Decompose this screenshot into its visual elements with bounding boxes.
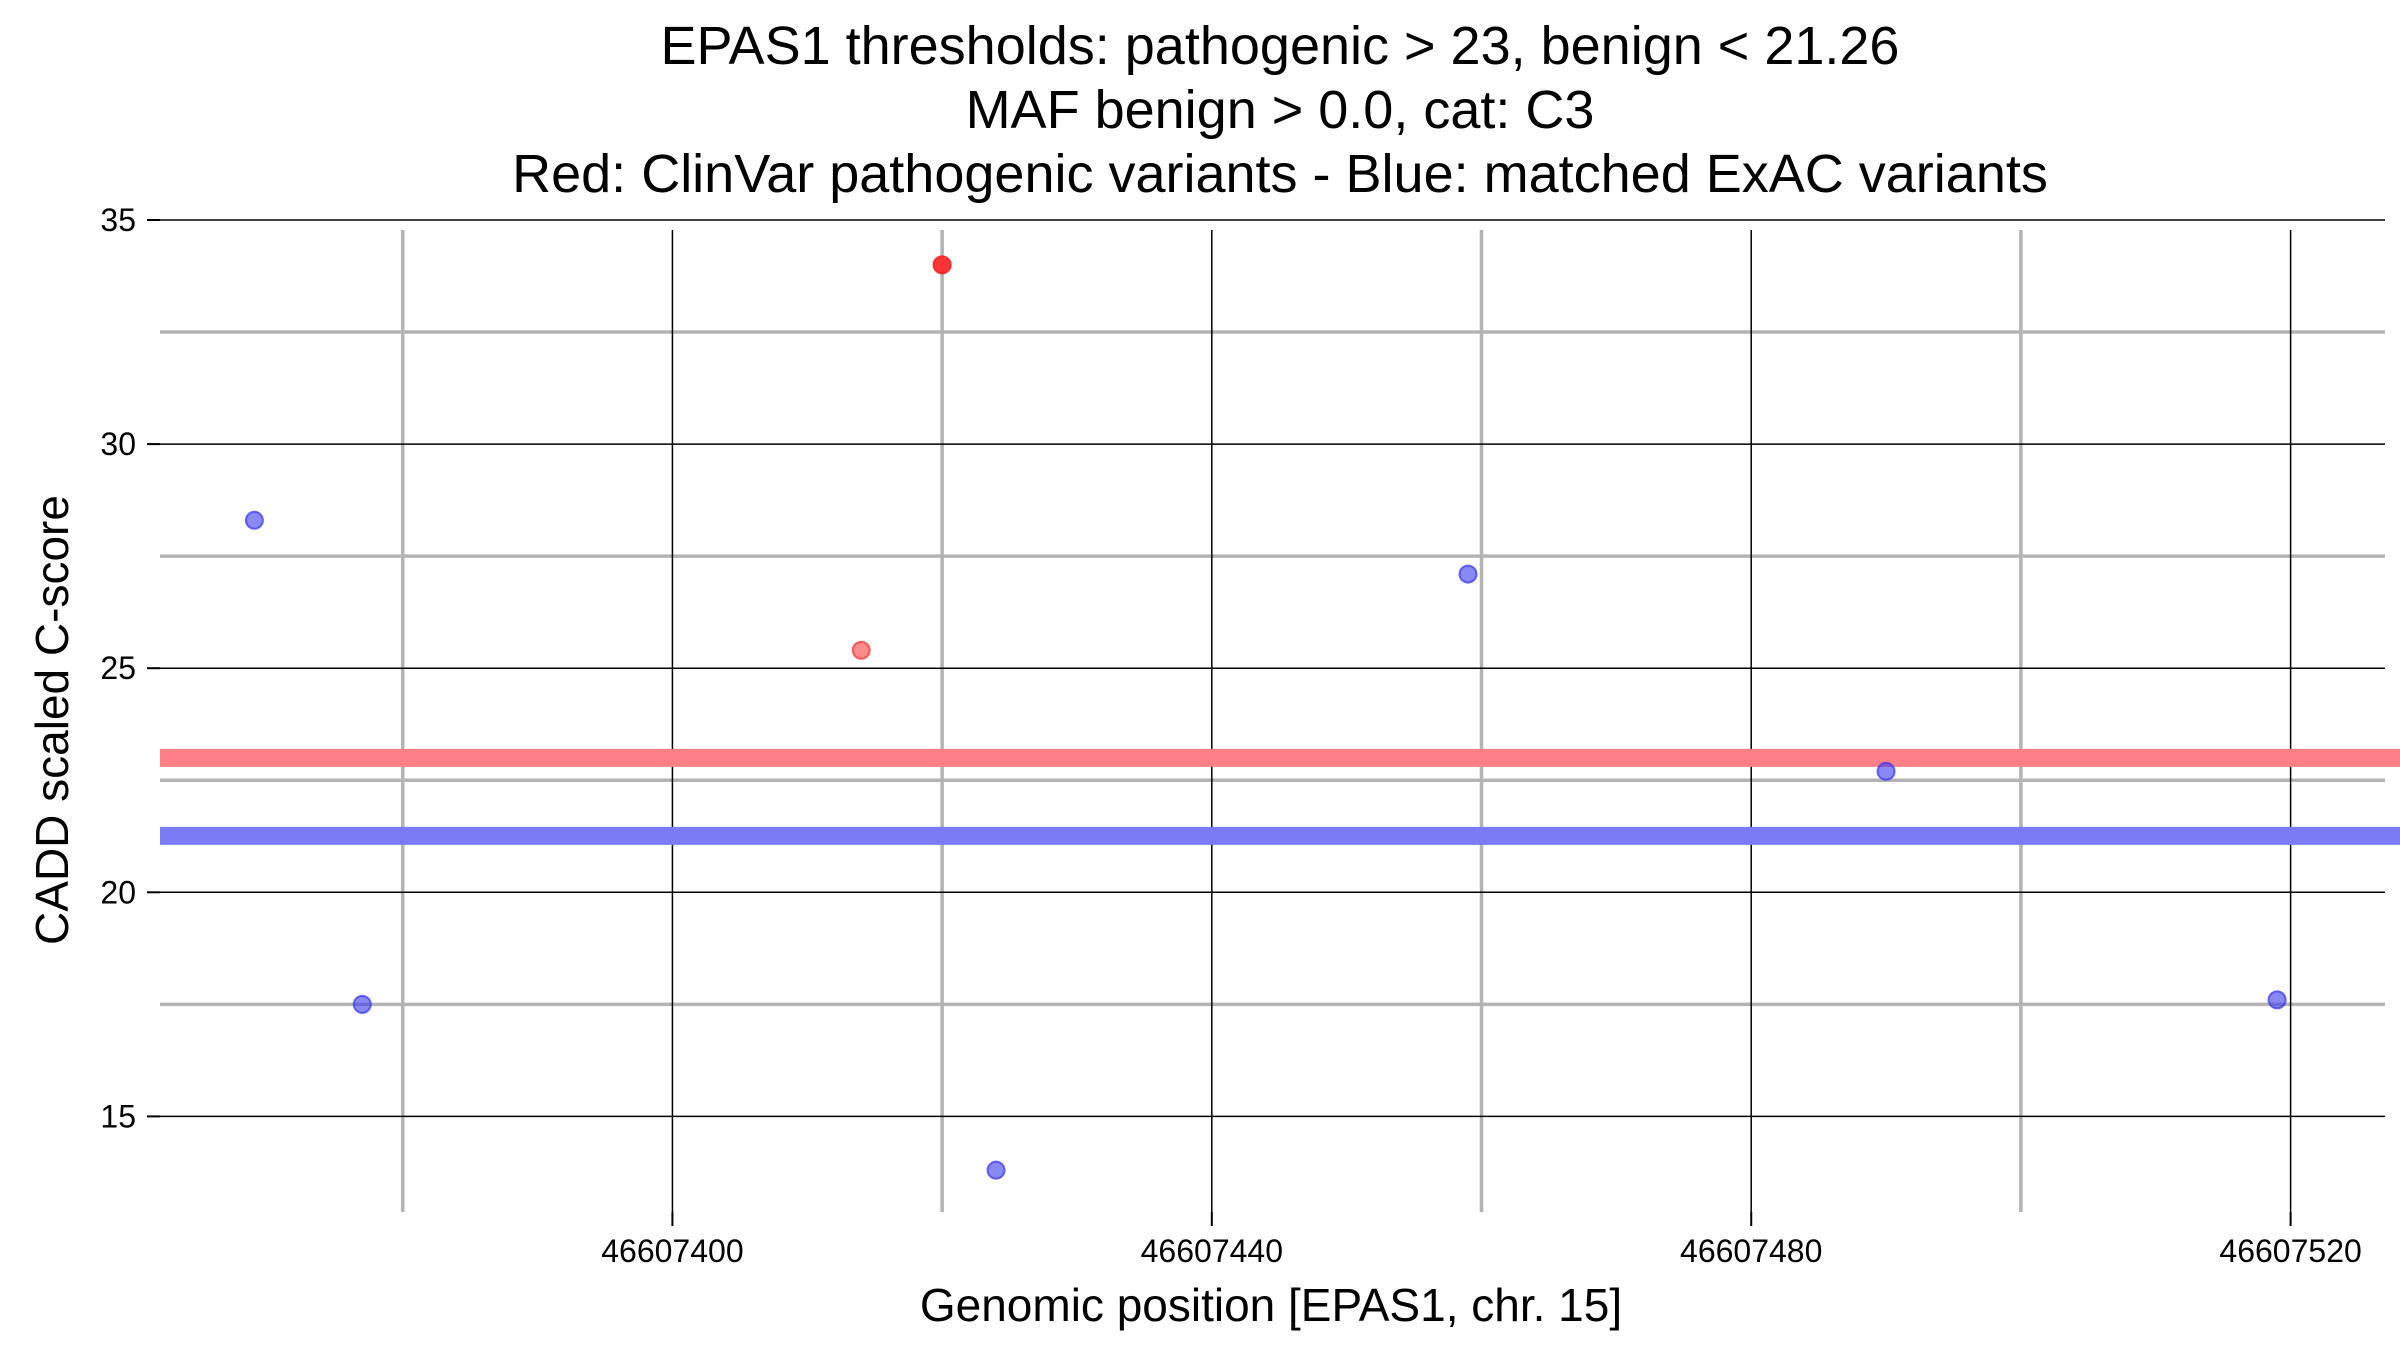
grid	[160, 219, 2385, 1212]
x-axis-title: Genomic position [EPAS1, chr. 15]	[920, 1279, 1622, 1331]
threshold-lines	[160, 748, 2400, 845]
y-tick-label: 15	[100, 1098, 136, 1134]
chart-title-line-3: Red: ClinVar pathogenic variants - Blue:…	[512, 144, 2048, 204]
chart-title: EPAS1 thresholds: pathogenic > 23, benig…	[160, 14, 2400, 206]
axes: 15 20 25 30 35 46607400 46607440 46607480 466075…	[100, 202, 2361, 1269]
data-points	[244, 255, 2287, 1180]
data-point	[2267, 990, 2287, 1010]
x-tick-label: 46607480	[1680, 1233, 1822, 1269]
y-tick-label: 25	[100, 650, 136, 686]
data-point	[932, 255, 952, 275]
y-tick-label: 30	[100, 426, 136, 462]
x-tick-label: 46607520	[2219, 1233, 2361, 1269]
data-point	[1458, 564, 1478, 584]
y-tick-label: 20	[100, 874, 136, 910]
data-point	[244, 510, 264, 530]
data-point	[851, 640, 871, 660]
data-point	[1876, 761, 1896, 781]
y-tick-label: 35	[100, 202, 136, 238]
chart-title-line-1: EPAS1 thresholds: pathogenic > 23, benig…	[660, 16, 1900, 76]
data-point	[352, 994, 372, 1014]
data-point	[986, 1160, 1006, 1180]
x-tick-label: 46607440	[1141, 1233, 1283, 1269]
y-axis-title: CADD scaled C-score	[26, 495, 78, 945]
chart-title-line-2: MAF benign > 0.0, cat: C3	[965, 80, 1595, 140]
x-tick-label: 46607400	[601, 1233, 743, 1269]
